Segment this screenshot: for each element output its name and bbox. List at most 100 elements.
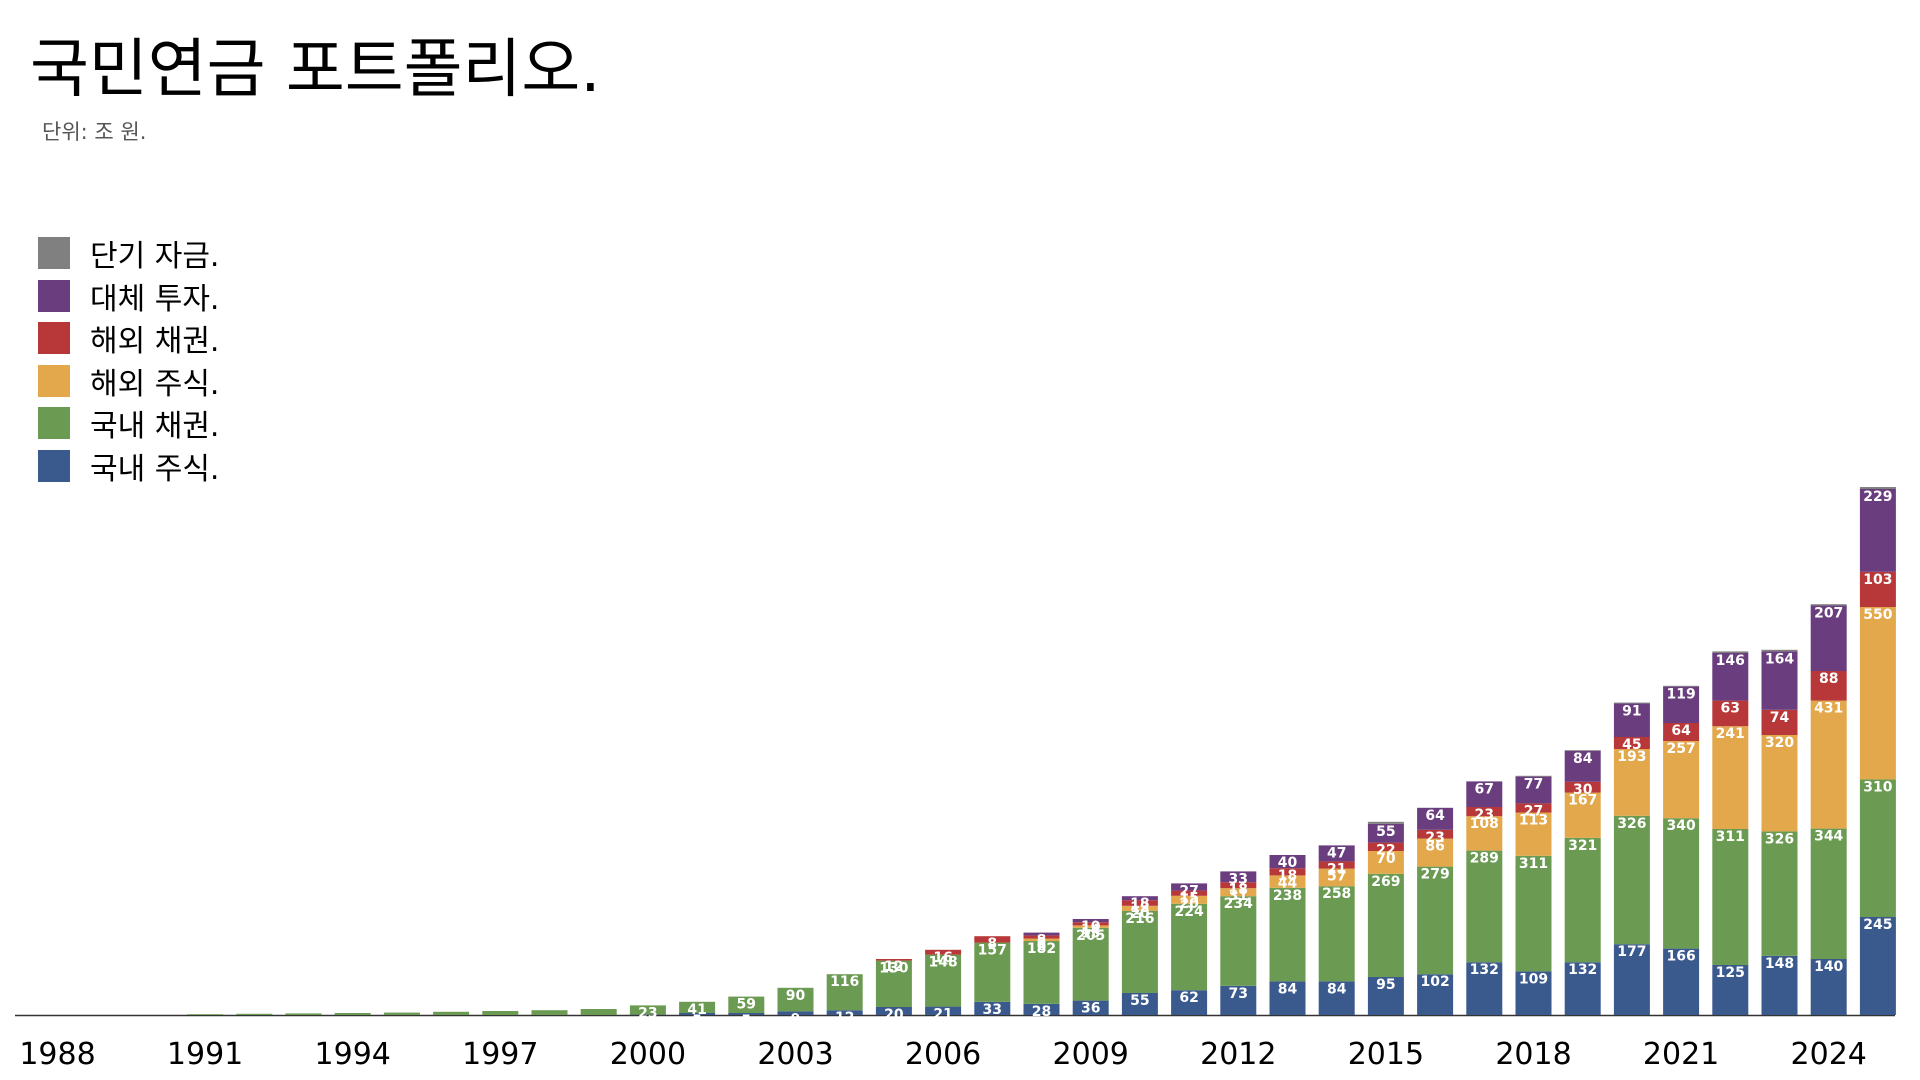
bar-segment xyxy=(1663,948,1700,1015)
data-label: 45 xyxy=(1622,737,1641,753)
bar-segment xyxy=(1318,861,1355,869)
bar-segment xyxy=(1859,607,1896,780)
legend-item-domestic-bonds: 국내 채권. xyxy=(38,402,219,445)
data-label: 140 xyxy=(1814,959,1843,975)
data-label: 31 xyxy=(1229,888,1248,904)
bar-segment xyxy=(1810,671,1847,701)
data-label: 90 xyxy=(786,988,806,1004)
data-label: 269 xyxy=(1371,874,1400,890)
bar-segment xyxy=(1613,702,1650,704)
legend-swatch-domestic-stocks xyxy=(38,449,70,482)
data-label: 33 xyxy=(1229,871,1248,887)
bar-segment xyxy=(629,1005,666,1015)
bar-segment xyxy=(1269,887,1306,982)
bar-segment xyxy=(1367,842,1404,851)
data-label: 125 xyxy=(1716,965,1745,981)
bar-segment xyxy=(1564,837,1601,963)
bar-segment xyxy=(1367,851,1404,874)
x-tick-label: 1997 xyxy=(462,1037,538,1072)
bar-segment xyxy=(1466,850,1503,963)
bar-segment xyxy=(974,1001,1011,1015)
bar-segment xyxy=(826,974,863,1011)
bar-segment xyxy=(875,959,912,961)
x-tick-label: 2009 xyxy=(1053,1037,1129,1072)
data-label: 27 xyxy=(1524,803,1543,819)
data-label: 27 xyxy=(1179,883,1198,899)
x-tick-label: 2018 xyxy=(1495,1037,1571,1072)
data-label: 146 xyxy=(1716,653,1745,669)
data-label: 36 xyxy=(1081,1001,1100,1017)
data-label: 326 xyxy=(1617,816,1646,832)
data-label: 164 xyxy=(1765,651,1794,667)
data-label: 8 xyxy=(987,936,997,952)
bar-segment xyxy=(1072,919,1109,923)
data-label: 9 xyxy=(791,1011,801,1027)
bar-segment xyxy=(777,1011,814,1015)
bar-segment xyxy=(925,1006,962,1015)
bar-segment xyxy=(1810,959,1847,1015)
bar-segment xyxy=(875,1007,912,1015)
bar-segment xyxy=(1859,487,1896,489)
legend-label-cash: 단기 자금. xyxy=(90,239,220,275)
legend-swatch-foreign-stocks xyxy=(38,364,70,397)
bar-segment xyxy=(1613,703,1650,737)
bar-segment xyxy=(1515,803,1552,813)
bar-segment xyxy=(1564,781,1601,793)
data-label: 245 xyxy=(1863,917,1892,933)
bar-segment xyxy=(1171,895,1208,904)
data-label: 216 xyxy=(1125,911,1154,927)
bar-segment xyxy=(1663,685,1700,687)
legend-label-domestic-bonds: 국내 채권. xyxy=(90,409,220,445)
legend-item-foreign-bonds: 해외 채권. xyxy=(38,317,219,360)
data-label: 109 xyxy=(1519,971,1548,987)
data-label: 13 xyxy=(1130,900,1149,916)
data-label: 74 xyxy=(1770,710,1790,726)
bar-segment xyxy=(1367,823,1404,843)
bar-segment xyxy=(1220,888,1257,897)
bar-segment xyxy=(1072,927,1109,1001)
data-label: 113 xyxy=(1519,813,1548,829)
data-label: 234 xyxy=(1224,896,1253,912)
data-label: 257 xyxy=(1666,741,1695,757)
bar-segment xyxy=(334,1013,371,1015)
bar-segment xyxy=(285,1013,322,1015)
bar-segment xyxy=(580,1009,617,1015)
bar-segment xyxy=(1761,831,1798,956)
data-label: 16 xyxy=(933,950,952,966)
data-label: 14 xyxy=(1081,922,1101,938)
bar-segment xyxy=(1417,974,1454,1015)
bar-segment xyxy=(1367,821,1404,824)
bar-segment xyxy=(1417,838,1454,867)
data-label: 116 xyxy=(830,974,859,990)
data-label: 15 xyxy=(1179,891,1198,907)
bar-segment xyxy=(1663,686,1700,723)
legend-label-domestic-stocks: 국내 주식. xyxy=(90,451,220,487)
bar-segment xyxy=(1171,903,1208,991)
bar-segment xyxy=(1761,651,1798,710)
data-label: 63 xyxy=(1721,701,1740,717)
legend-item-foreign-stocks: 해외 주식. xyxy=(38,360,219,403)
bar-segment xyxy=(1859,571,1896,607)
bar-segment xyxy=(777,987,814,1012)
bar-segment xyxy=(1220,882,1257,889)
bar-segment xyxy=(1515,775,1552,777)
bar-segment xyxy=(1220,896,1257,986)
bar-segment xyxy=(728,1013,765,1015)
bar-segment xyxy=(1466,816,1503,851)
data-label: 310 xyxy=(1863,779,1892,795)
x-tick-label: 2000 xyxy=(610,1037,686,1072)
bar-segment xyxy=(1466,962,1503,1015)
bar-segment xyxy=(925,954,962,1007)
bar-segment xyxy=(1121,900,1158,906)
data-label: 340 xyxy=(1666,818,1695,834)
legend-label-foreign-bonds: 해외 채권. xyxy=(90,324,220,360)
data-label: 28 xyxy=(1032,1004,1051,1020)
data-label: 18 xyxy=(1229,882,1248,898)
data-label: 5 xyxy=(741,1013,751,1029)
bar-segment xyxy=(1663,723,1700,741)
data-label: 326 xyxy=(1765,831,1794,847)
data-label: 258 xyxy=(1322,886,1351,902)
data-label: 321 xyxy=(1568,838,1597,854)
bar-segment xyxy=(1121,993,1158,1015)
